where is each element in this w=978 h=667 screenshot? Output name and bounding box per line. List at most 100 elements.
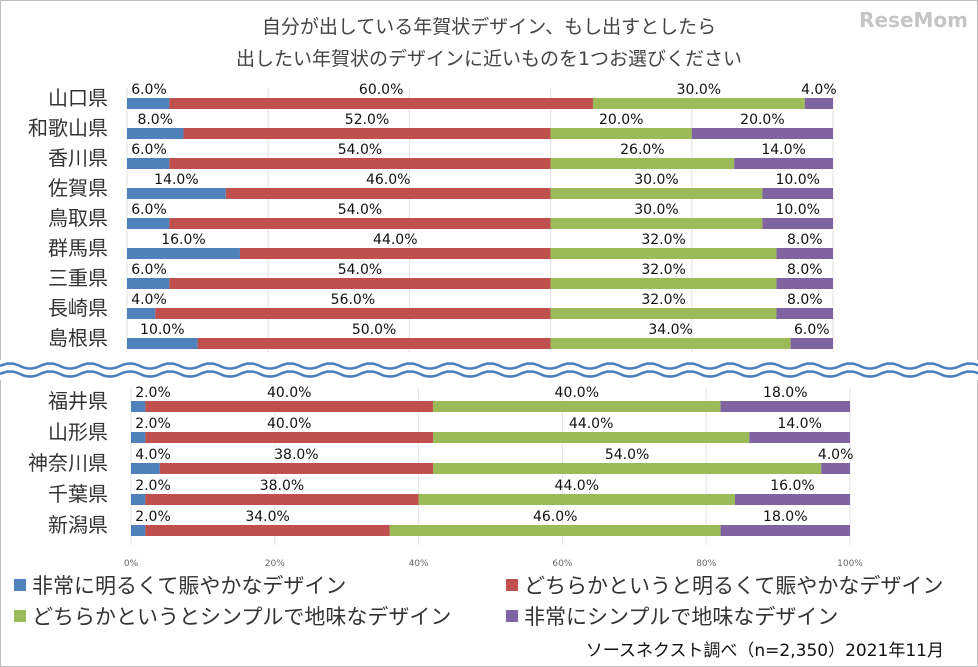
- bar-segment: [197, 338, 551, 349]
- bar-segment: [131, 525, 146, 536]
- data-label: 32.0%: [641, 292, 685, 308]
- bar-segment: [550, 128, 692, 139]
- bar-segment: [239, 248, 551, 259]
- category-label: 群馬県: [48, 236, 108, 260]
- data-label: 2.0%: [135, 509, 171, 525]
- data-label: 52.0%: [345, 112, 389, 128]
- category-label: 千葉県: [48, 482, 108, 506]
- data-label: 16.0%: [770, 478, 814, 494]
- bar-segment: [550, 158, 735, 169]
- category-label: 神奈川県: [28, 451, 108, 475]
- data-label: 4.0%: [818, 447, 854, 463]
- bar-segment: [821, 463, 850, 474]
- x-tick-label: 40%: [409, 559, 429, 569]
- legend-label: どちらかというと明るくて賑やかなデザイン: [524, 574, 944, 598]
- bar-segment: [183, 128, 551, 139]
- data-label: 34.0%: [648, 322, 692, 338]
- category-label: 新潟県: [48, 513, 108, 537]
- x-tick-label: 80%: [696, 559, 716, 569]
- data-label: 34.0%: [245, 509, 289, 525]
- category-label: 鳥取県: [48, 206, 108, 230]
- bar-segment: [432, 401, 721, 412]
- legend-swatch: [14, 610, 26, 622]
- bar-segment: [127, 188, 226, 199]
- bar-segment: [550, 278, 777, 289]
- data-label: 50.0%: [352, 322, 396, 338]
- axis-break-wave: [0, 370, 978, 378]
- bar-segment: [169, 158, 551, 169]
- bar-segment: [145, 525, 390, 536]
- data-label: 10.0%: [775, 202, 819, 218]
- data-label: 8.0%: [787, 232, 823, 248]
- category-label: 福井県: [48, 389, 108, 413]
- bar-segment: [225, 188, 551, 199]
- data-label: 20.0%: [740, 112, 784, 128]
- bar-segment: [145, 432, 433, 443]
- bar-segment: [169, 278, 551, 289]
- legend-swatch: [506, 610, 518, 622]
- data-label: 2.0%: [135, 385, 171, 401]
- data-label: 4.0%: [131, 292, 167, 308]
- bar-segment: [127, 278, 170, 289]
- data-label: 6.0%: [131, 82, 167, 98]
- data-label: 38.0%: [260, 478, 304, 494]
- data-label: 2.0%: [135, 416, 171, 432]
- bar-segment: [762, 218, 833, 229]
- data-label: 6.0%: [131, 202, 167, 218]
- data-label: 2.0%: [135, 478, 171, 494]
- data-label: 26.0%: [620, 142, 664, 158]
- data-label: 54.0%: [338, 262, 382, 278]
- axis-break-wave: [0, 362, 978, 370]
- data-label: 14.0%: [777, 416, 821, 432]
- legend-swatch: [14, 579, 26, 591]
- bar-segment: [550, 308, 777, 319]
- x-tick-label: 60%: [552, 559, 572, 569]
- data-label: 44.0%: [569, 416, 613, 432]
- chart-title-line-2: 出したい年賀状のデザインに近いものを1つお選びください: [235, 48, 743, 70]
- bar-segment: [169, 218, 551, 229]
- data-label: 8.0%: [787, 292, 823, 308]
- x-tick-label: 20%: [265, 559, 285, 569]
- data-label: 6.0%: [794, 322, 830, 338]
- category-label: 和歌山県: [28, 116, 108, 140]
- watermark-logo: ReseMom: [859, 8, 968, 32]
- legend-item-4: 非常にシンプルで地味なデザイン: [506, 601, 838, 631]
- category-label: 香川県: [48, 146, 108, 170]
- category-label: 山口県: [48, 86, 108, 110]
- data-label: 44.0%: [373, 232, 417, 248]
- legend-item-3: どちらかというとシンプルで地味なデザイン: [14, 601, 451, 631]
- bar-segment: [131, 494, 146, 505]
- bar-segment: [550, 218, 763, 229]
- data-label: 18.0%: [763, 385, 807, 401]
- bar-segment: [550, 188, 763, 199]
- data-label: 14.0%: [761, 142, 805, 158]
- legend-label: 非常に明るくて賑やかなデザイン: [32, 574, 347, 598]
- data-label: 54.0%: [338, 142, 382, 158]
- bar-segment: [691, 128, 833, 139]
- data-label: 40.0%: [267, 385, 311, 401]
- legend-item-1: 非常に明るくて賑やかなデザイン: [14, 570, 346, 600]
- legend-label: どちらかというとシンプルで地味なデザイン: [32, 605, 452, 629]
- bar-segment: [127, 338, 198, 349]
- category-label: 三重県: [48, 266, 108, 290]
- bar-segment: [131, 463, 160, 474]
- data-label: 44.0%: [555, 478, 599, 494]
- bar-segment: [749, 432, 850, 443]
- data-label: 30.0%: [677, 82, 721, 98]
- data-label: 54.0%: [338, 202, 382, 218]
- data-label: 46.0%: [533, 509, 577, 525]
- bar-segment: [127, 308, 156, 319]
- category-label: 島根県: [48, 326, 108, 350]
- bar-segment: [145, 401, 433, 412]
- data-label: 40.0%: [267, 416, 311, 432]
- bar-segment: [127, 158, 170, 169]
- bar-segment: [131, 432, 146, 443]
- data-label: 30.0%: [634, 172, 678, 188]
- bar-segment: [762, 188, 833, 199]
- bar-segment: [592, 98, 805, 109]
- bar-segment: [720, 401, 850, 412]
- data-label: 32.0%: [641, 232, 685, 248]
- bar-segment: [389, 525, 721, 536]
- data-label: 6.0%: [131, 262, 167, 278]
